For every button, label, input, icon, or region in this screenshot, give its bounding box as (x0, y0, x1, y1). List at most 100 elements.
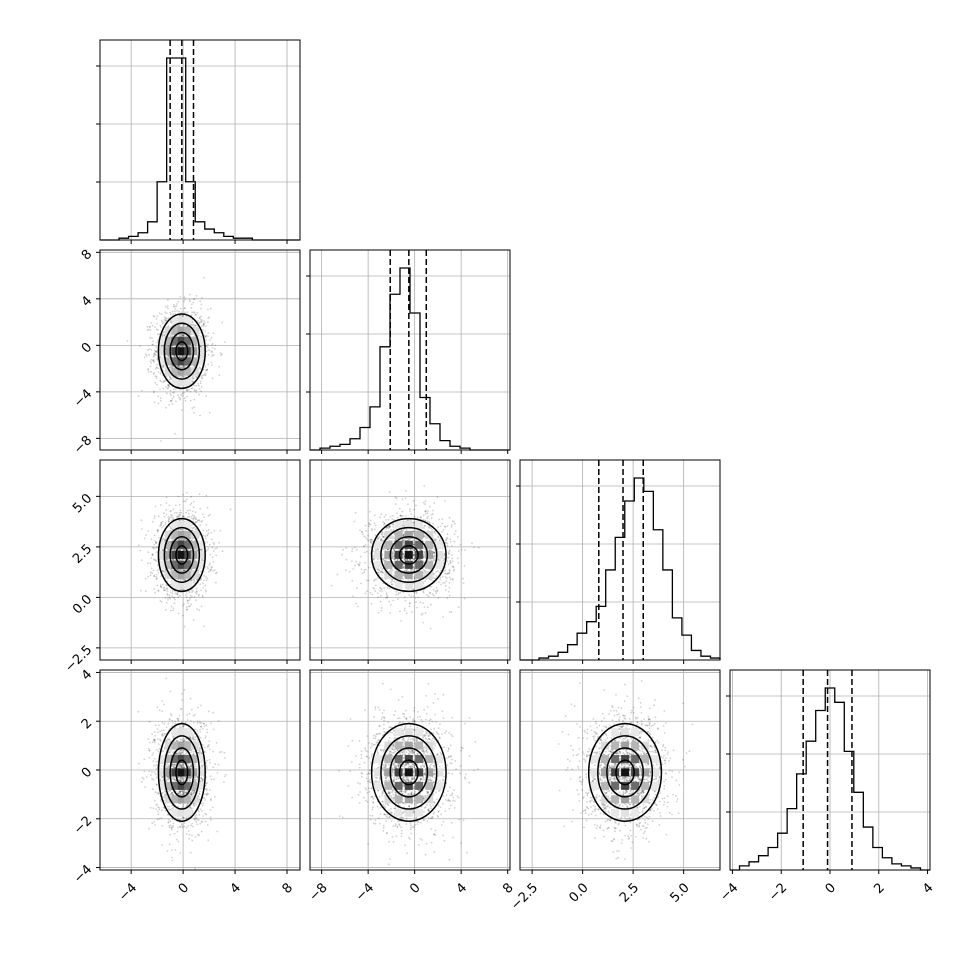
scatter-point (160, 575, 162, 577)
scatter-point (205, 395, 208, 397)
scatter-point (177, 324, 179, 327)
scatter-point (155, 575, 157, 578)
scatter-point (169, 609, 172, 612)
scatter-point (166, 392, 168, 395)
scatter-point (401, 539, 404, 542)
scatter-point (161, 569, 164, 572)
scatter-point (433, 502, 435, 504)
scatter-point (180, 335, 183, 338)
scatter-point (203, 320, 206, 322)
scatter-point (413, 541, 416, 544)
scatter-point (169, 392, 172, 395)
scatter-point (169, 389, 172, 392)
scatter-point (178, 335, 180, 338)
scatter-point (147, 349, 149, 352)
scatter-point (163, 380, 166, 383)
scatter-point (372, 555, 375, 557)
scatter-point (450, 524, 453, 526)
scatter-point (445, 572, 448, 575)
scatter-point (380, 609, 383, 612)
scatter-point (185, 491, 188, 494)
scatter-point (154, 591, 156, 594)
scatter-point (157, 590, 160, 592)
scatter-point (193, 297, 196, 300)
scatter-point (436, 496, 439, 499)
scatter-point (191, 380, 194, 383)
scatter-point (402, 541, 405, 543)
scatter-point (405, 569, 408, 572)
density-cell (197, 336, 206, 345)
scatter-point (202, 323, 205, 325)
scatter-point (181, 529, 184, 531)
scatter-point (412, 595, 415, 598)
scatter-point (422, 553, 425, 556)
scatter-point (167, 516, 170, 518)
contour-line (169, 331, 195, 371)
scatter-point (195, 384, 198, 387)
scatter-point (207, 335, 209, 338)
scatter-point (362, 545, 365, 547)
scatter-point (200, 390, 203, 393)
density-cell (177, 540, 186, 549)
scatter-point (162, 387, 165, 390)
scatter-point (202, 374, 205, 376)
scatter-point (195, 295, 198, 297)
scatter-point (212, 332, 215, 335)
scatter-point (192, 589, 194, 592)
scatter-point (201, 594, 204, 597)
scatter-point (200, 577, 203, 580)
scatter-point (354, 564, 356, 567)
scatter-point (191, 407, 194, 410)
scatter-point (147, 530, 150, 532)
scatter-point (423, 525, 426, 527)
scatter-point (164, 334, 166, 337)
scatter-point (393, 558, 396, 561)
density-cell (177, 560, 186, 569)
scatter-point (441, 575, 444, 578)
scatter-point (191, 323, 194, 326)
scatter-point (178, 366, 181, 368)
scatter-point (149, 574, 152, 577)
scatter-point (424, 524, 427, 527)
scatter-point (191, 579, 193, 582)
scatter-point (433, 538, 436, 541)
scatter-point (182, 614, 184, 617)
scatter-point (192, 527, 195, 529)
scatter-point (207, 348, 210, 351)
scatter-point (186, 516, 189, 518)
scatter-point (159, 504, 162, 506)
scatter-point (195, 324, 198, 326)
scatter-point (448, 516, 451, 519)
scatter-point (448, 594, 451, 597)
scatter-point (177, 375, 180, 378)
density-cell (158, 357, 167, 366)
scatter-point (204, 537, 207, 540)
scatter-point (433, 530, 436, 533)
scatter-point (413, 592, 416, 594)
panel-frame (309, 249, 511, 451)
contour-line (169, 536, 195, 574)
scatter-point (392, 599, 395, 602)
scatter-point (385, 514, 387, 516)
scatter-point (439, 559, 441, 561)
scatter-point (200, 318, 202, 321)
scatter-point (179, 397, 182, 400)
density-cell (197, 540, 206, 549)
scatter-point (359, 529, 361, 532)
scatter-point (402, 578, 405, 580)
density-cell (177, 580, 186, 589)
scatter-point (171, 344, 174, 347)
scatter-point (425, 510, 427, 512)
scatter-point (422, 518, 425, 521)
scatter-point (379, 586, 381, 589)
scatter-point (440, 583, 442, 586)
scatter-point (383, 536, 385, 538)
scatter-point (172, 365, 174, 368)
scatter-point (206, 308, 209, 311)
scatter-point (168, 378, 171, 381)
scatter-point (186, 395, 189, 398)
scatter-point (198, 609, 201, 612)
scatter-point (179, 568, 182, 571)
scatter-point (167, 596, 170, 599)
